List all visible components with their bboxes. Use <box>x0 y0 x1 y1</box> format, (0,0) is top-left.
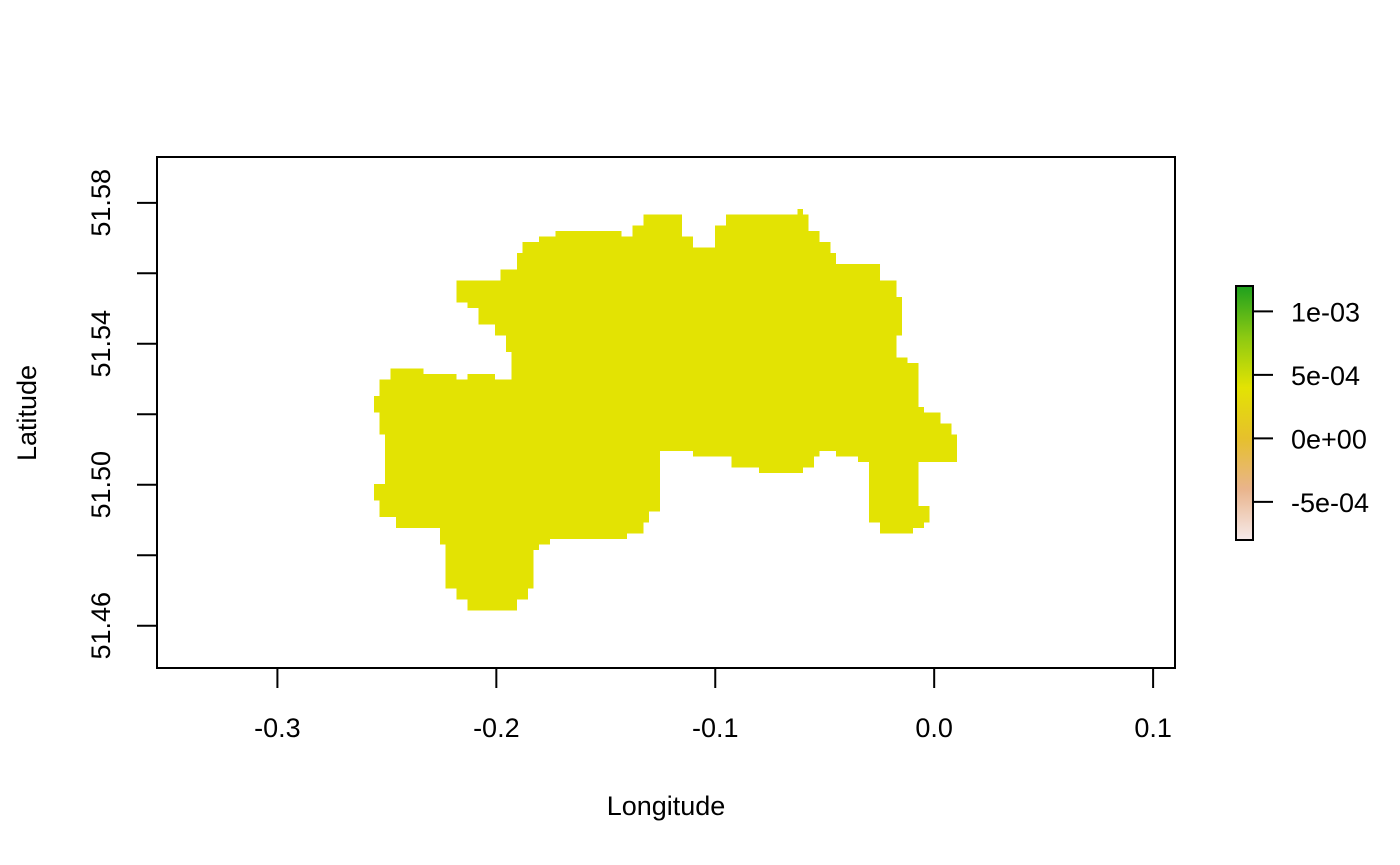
color-legend: -5e-04 0e+00 5e-04 1e-03 <box>1235 285 1369 541</box>
colorbar-tick-label: 1e-03 <box>1291 297 1360 327</box>
raster-region <box>374 209 957 611</box>
raster-region-layer <box>374 209 957 611</box>
colorbar-tick-label: -5e-04 <box>1291 488 1369 518</box>
x-axis-label: Longitude <box>607 791 726 821</box>
colorbar-ticks: -5e-04 0e+00 5e-04 1e-03 <box>1253 297 1369 518</box>
x-tick-label: -0.3 <box>254 713 301 743</box>
x-axis: -0.3 -0.2 -0.1 0.0 0.1 <box>254 667 1172 743</box>
x-tick-label: -0.1 <box>692 713 739 743</box>
colorbar-tick-label: 0e+00 <box>1291 424 1367 454</box>
y-tick-label: 51.58 <box>86 169 116 237</box>
x-tick-label: 0.0 <box>915 713 953 743</box>
y-axis: 51.46 51.50 51.54 51.58 <box>86 169 158 660</box>
y-tick-label: 51.50 <box>86 451 116 519</box>
x-tick-label: 0.1 <box>1134 713 1172 743</box>
colorbar-tick-label: 5e-04 <box>1291 361 1360 391</box>
x-tick-label: -0.2 <box>473 713 520 743</box>
y-tick-label: 51.54 <box>86 310 116 378</box>
y-tick-label: 51.46 <box>86 592 116 660</box>
y-axis-label: Latitude <box>12 365 42 461</box>
colorbar-scale <box>1235 285 1254 541</box>
